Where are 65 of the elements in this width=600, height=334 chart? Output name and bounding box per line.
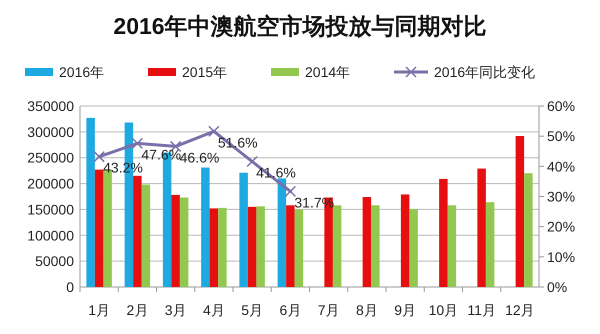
y-tick-label: 250000 [27, 150, 74, 166]
y-tick-label: 150000 [27, 201, 74, 218]
y-tick-label: 200000 [27, 176, 74, 192]
bar [256, 206, 265, 287]
y-tick-label: 50000 [35, 253, 74, 270]
point [246, 156, 258, 168]
bar [524, 173, 533, 287]
y2-tick-label: 30% [547, 188, 576, 204]
x-tick-label: 6月 [279, 302, 302, 318]
x-tick-label: 2月 [126, 302, 148, 318]
bar [239, 172, 248, 287]
x-tick-label: 10月 [428, 302, 458, 318]
y2-tick-label: 10% [547, 248, 576, 265]
x-tick-label: 8月 [356, 302, 378, 318]
y2-tick-label: 60% [547, 98, 576, 114]
bar [210, 208, 218, 287]
x-tick-label: 5月 [241, 302, 264, 318]
y-tick-label: 0 [66, 279, 74, 295]
bar [486, 202, 494, 287]
bar [94, 170, 104, 287]
legend-label: 2016年同比变化 [434, 64, 536, 80]
bar [409, 208, 418, 287]
data-label: 46.6% [180, 149, 220, 166]
bar [439, 178, 448, 287]
x-tick-label: 3月 [164, 302, 187, 318]
bar [218, 208, 227, 287]
y2-tick-label: 0% [547, 279, 568, 295]
x-tick-label: 9月 [394, 302, 416, 318]
bar [142, 184, 150, 287]
y2-tick-label: 40% [547, 158, 576, 174]
x-tick-label: 1月 [88, 302, 110, 318]
bar [278, 178, 286, 287]
y-tick-label: 100000 [27, 227, 74, 244]
bar [248, 206, 256, 287]
legend-label: 2014年 [305, 64, 350, 80]
point [132, 138, 144, 150]
bar [286, 205, 295, 287]
y2-tick-label: 20% [547, 218, 576, 235]
x-tick-label: 7月 [318, 302, 340, 318]
chart-title: 2016年中澳航空市场投放与同期对比 [113, 13, 487, 39]
x-tick-label: 11月 [467, 302, 496, 318]
x-tick-label: 12月 [505, 302, 535, 318]
bar [180, 198, 188, 287]
bar [477, 168, 486, 287]
data-label: 47.6% [141, 146, 182, 162]
legend-label: 2015年 [182, 64, 228, 80]
y-tick-label: 350000 [27, 98, 74, 114]
point [284, 186, 296, 198]
y-tick-label: 300000 [27, 124, 74, 140]
bar [400, 194, 410, 287]
y2-tick-label: 50% [547, 128, 576, 144]
x-tick-label: 4月 [202, 302, 225, 318]
bar [171, 194, 180, 287]
bar [133, 176, 142, 287]
bar [516, 136, 524, 287]
bar [201, 168, 210, 287]
bar [294, 209, 304, 287]
legend-label: 2016年 [59, 64, 104, 80]
bar [362, 197, 372, 287]
point [208, 126, 220, 138]
bar [86, 118, 95, 287]
bar [371, 205, 380, 287]
bar [448, 205, 456, 287]
point [93, 150, 105, 162]
bar [332, 205, 342, 287]
